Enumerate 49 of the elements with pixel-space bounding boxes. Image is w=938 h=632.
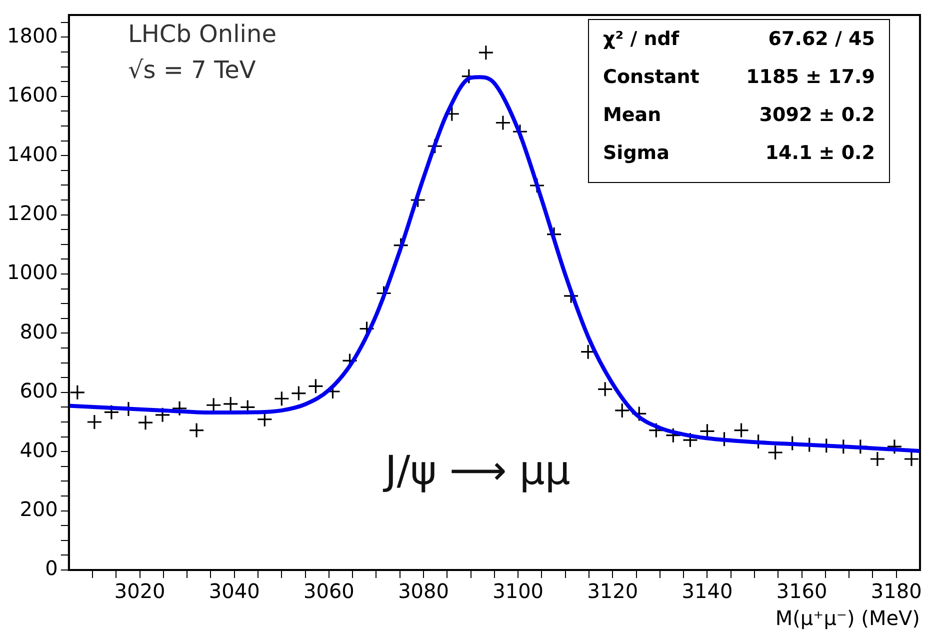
point bbox=[597, 381, 613, 397]
x-tick-label: 3140 bbox=[682, 579, 733, 604]
point bbox=[86, 414, 102, 430]
y-tick-label: 800 bbox=[20, 319, 58, 344]
annotation: 67.62 / 45 bbox=[768, 28, 875, 50]
point bbox=[904, 451, 920, 467]
annotation: Constant bbox=[603, 66, 700, 88]
x-tick-label: 3120 bbox=[587, 579, 638, 604]
annotation: 1185 ± 17.9 bbox=[746, 66, 875, 88]
x-tick-label: 3020 bbox=[114, 579, 166, 604]
x-axis-title: M(μ⁺μ⁻) (MeV) bbox=[775, 606, 920, 630]
point bbox=[222, 396, 238, 412]
x-tick-label: 3040 bbox=[208, 579, 260, 604]
y-tick-label: 600 bbox=[20, 378, 58, 403]
x-tick-label: 3100 bbox=[492, 579, 544, 604]
point bbox=[614, 402, 630, 418]
point bbox=[308, 378, 324, 394]
x-tick-label: 3160 bbox=[776, 579, 828, 604]
y-tick-label: 200 bbox=[20, 497, 58, 522]
y-tick-label: 0 bbox=[45, 556, 58, 580]
annotation: √s = 7 TeV bbox=[128, 56, 256, 84]
point bbox=[682, 432, 698, 448]
x-tick-label: 3180 bbox=[870, 579, 922, 604]
x-tick-label: 3060 bbox=[304, 579, 354, 604]
point bbox=[172, 400, 188, 416]
point bbox=[290, 385, 306, 402]
annotation: J/ψ ⟶ μμ bbox=[385, 448, 570, 494]
y-tick-label: 1400 bbox=[6, 142, 58, 166]
y-tick-label: 1600 bbox=[6, 82, 58, 107]
y-tick-label: 1800 bbox=[6, 23, 58, 48]
point bbox=[138, 414, 154, 430]
point bbox=[768, 444, 784, 460]
annotation: 3092 ± 0.2 bbox=[759, 104, 875, 126]
point bbox=[870, 451, 886, 467]
annotation: Sigma bbox=[603, 142, 670, 164]
point bbox=[274, 390, 290, 406]
point bbox=[733, 422, 750, 438]
point bbox=[478, 44, 494, 60]
annotation: LHCb Online bbox=[128, 20, 276, 48]
annotation: Mean bbox=[603, 104, 662, 126]
annotation: 14.1 ± 0.2 bbox=[765, 142, 875, 164]
point bbox=[495, 114, 511, 131]
point bbox=[886, 438, 902, 454]
y-tick-label: 1200 bbox=[6, 201, 58, 226]
y-tick-label: 400 bbox=[20, 438, 58, 462]
y-tick-label: 1000 bbox=[6, 260, 58, 284]
x-tick-label: 3080 bbox=[398, 579, 449, 604]
point bbox=[188, 422, 204, 438]
annotation: χ² / ndf bbox=[603, 28, 680, 50]
